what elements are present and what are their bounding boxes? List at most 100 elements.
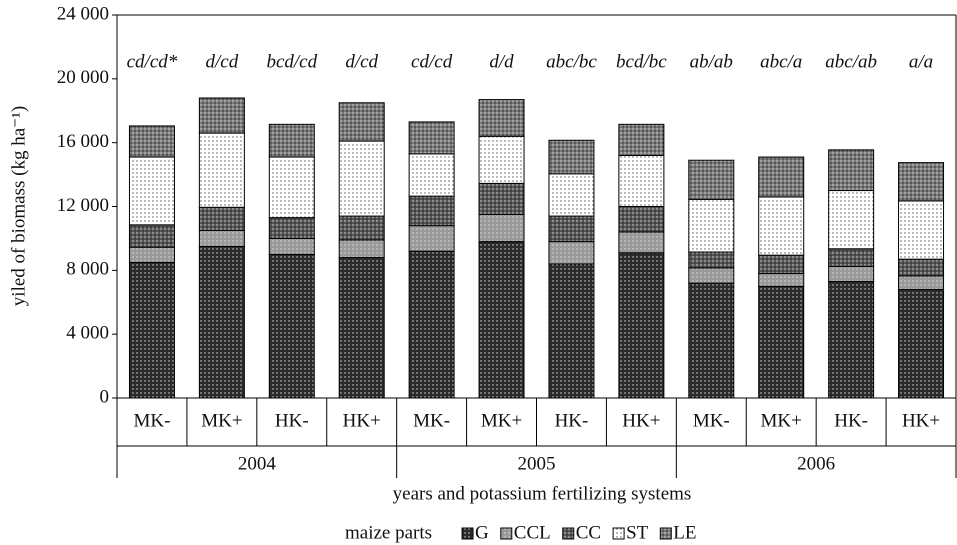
bar-segment (758, 254, 805, 275)
bar-segment (548, 241, 595, 265)
bar-segment (128, 125, 175, 158)
bar-segment (198, 132, 245, 208)
bar-segment (548, 215, 595, 243)
bar-segment (478, 182, 525, 215)
bar-segment (268, 123, 315, 158)
legend-swatch (612, 527, 625, 540)
annotation: ab/ab (690, 51, 733, 72)
bar-segment (338, 239, 385, 259)
annotation: cd/cd* (127, 51, 178, 72)
x-tick-label: HK- (555, 410, 589, 431)
y-tick-label: 16 000 (57, 131, 109, 152)
annotation: d/d (489, 51, 514, 72)
y-axis-label: yiled of biomass (kg ha⁻¹) (8, 106, 29, 306)
x-tick-label: HK+ (902, 410, 940, 431)
bar-segment (618, 123, 665, 156)
legend-swatch (562, 527, 575, 540)
y-tick-label: 24 000 (57, 3, 109, 24)
bar-segment (338, 102, 385, 142)
bar-segment (128, 261, 175, 399)
bar-segment (758, 156, 805, 198)
legend-label: CCL (514, 522, 551, 543)
group-label: 2005 (518, 453, 556, 474)
x-tick-label: MK- (693, 410, 730, 431)
group-label: 2006 (797, 453, 835, 474)
bar-segment (828, 265, 875, 283)
bar-segment (408, 225, 455, 252)
bar-segment (408, 121, 455, 155)
bar-segment (128, 156, 175, 226)
legend-label: G (475, 522, 489, 543)
bar-segment (548, 173, 595, 217)
y-tick-label: 4 000 (66, 323, 109, 344)
bar-segment (898, 288, 945, 399)
bar-segment (338, 257, 385, 399)
bar-segment (408, 195, 455, 227)
x-tick-label: HK- (834, 410, 868, 431)
bar-segment (898, 162, 945, 202)
x-tick-label: MK+ (481, 410, 522, 431)
bar-segment (688, 159, 735, 200)
bar-segment (688, 251, 735, 269)
bar-segment (198, 245, 245, 399)
legend-label: ST (626, 522, 649, 543)
bar-segment (478, 241, 525, 399)
annotation: cd/cd (411, 51, 453, 72)
annotation: bcd/cd (266, 51, 317, 72)
x-tick-label: HK- (275, 410, 309, 431)
bar-segment (758, 196, 805, 256)
bar-segment (198, 229, 245, 247)
x-tick-label: HK+ (343, 410, 381, 431)
bar-segment (828, 190, 875, 250)
x-tick-label: MK+ (761, 410, 802, 431)
bar-segment (268, 253, 315, 399)
bar-segment (128, 246, 175, 263)
bar-segment (548, 263, 595, 399)
x-tick-label: MK- (413, 410, 450, 431)
bar-segment (268, 156, 315, 219)
bar-segment (688, 198, 735, 253)
annotation: abc/ab (825, 51, 877, 72)
group-label: 2004 (238, 453, 277, 474)
bar-segment (408, 153, 455, 197)
legend-swatch (659, 527, 672, 540)
bar-segment (828, 149, 875, 192)
legend-label: CC (576, 522, 601, 543)
y-tick-label: 20 000 (57, 67, 109, 88)
annotation: a/a (909, 51, 933, 72)
annotation: abc/a (760, 51, 802, 72)
bar-segment (758, 273, 805, 287)
legend-swatch (500, 527, 513, 540)
legend-label: LE (673, 522, 696, 543)
bar-segment (478, 213, 525, 243)
x-tick-label: MK+ (201, 410, 242, 431)
x-tick-label: HK+ (622, 410, 660, 431)
y-tick-label: 12 000 (57, 195, 109, 216)
bar-segment (898, 258, 945, 277)
bar-segment (338, 140, 385, 217)
bar-segment (478, 135, 525, 184)
y-tick-label: 8 000 (66, 259, 109, 280)
bar-segment (898, 200, 945, 260)
bar-segment (408, 250, 455, 399)
bar-segment (618, 154, 665, 207)
bar-segment (338, 215, 385, 241)
bar-segment (688, 267, 735, 284)
bar-segment (758, 285, 805, 399)
bar-segment (268, 237, 315, 255)
bar-segment (198, 97, 245, 134)
y-tick-label: 0 (100, 386, 110, 407)
legend-swatch (461, 527, 474, 540)
x-tick-label: MK- (133, 410, 170, 431)
annotation: bcd/bc (616, 51, 667, 72)
bar-segment (548, 139, 595, 175)
bar-segment (688, 282, 735, 399)
bar-segment (828, 248, 875, 267)
bar-segment (198, 206, 245, 231)
bar-segment (618, 231, 665, 254)
bar-segment (478, 99, 525, 137)
bar-segment (828, 281, 875, 399)
bar-segment (128, 224, 175, 248)
bar-segment (618, 206, 665, 233)
